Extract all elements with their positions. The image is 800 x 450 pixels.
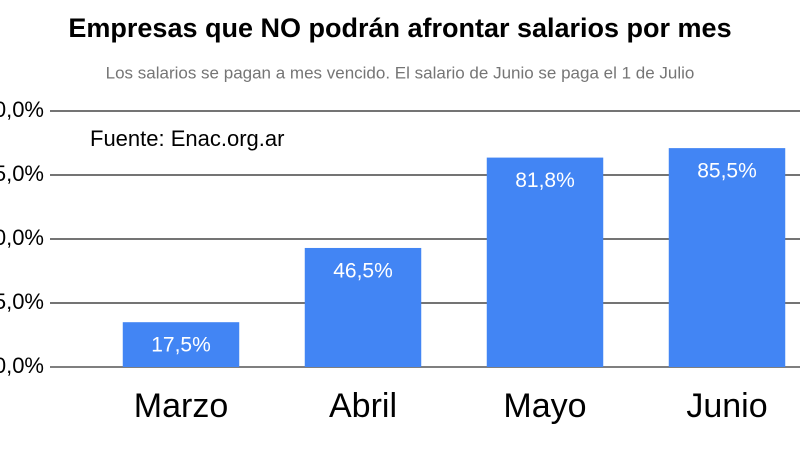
value-label: 17,5% — [151, 334, 211, 357]
x-tick-label: Mayo — [503, 387, 586, 425]
bar — [668, 148, 786, 367]
y-tick-label: 100,0% — [0, 97, 44, 122]
y-tick-label: 75,0% — [0, 161, 44, 186]
y-tick-label: 0,0% — [0, 353, 44, 378]
chart-subtitle: Los salarios se pagan a mes vencido. El … — [106, 63, 695, 82]
source-note: Fuente: Enac.org.ar — [90, 126, 284, 151]
value-label: 46,5% — [333, 260, 393, 283]
bar — [486, 157, 604, 367]
bar — [304, 247, 422, 367]
value-label: 85,5% — [697, 160, 757, 183]
y-tick-label: 50,0% — [0, 225, 44, 250]
value-label: 81,8% — [515, 169, 575, 192]
y-tick-label: 25,0% — [0, 289, 44, 314]
bar — [122, 322, 240, 367]
x-tick-label: Junio — [686, 387, 767, 425]
x-tick-label: Marzo — [134, 387, 228, 425]
chart-title: Empresas que NO podrán afrontar salarios… — [68, 13, 731, 43]
x-tick-label: Abril — [329, 387, 397, 425]
